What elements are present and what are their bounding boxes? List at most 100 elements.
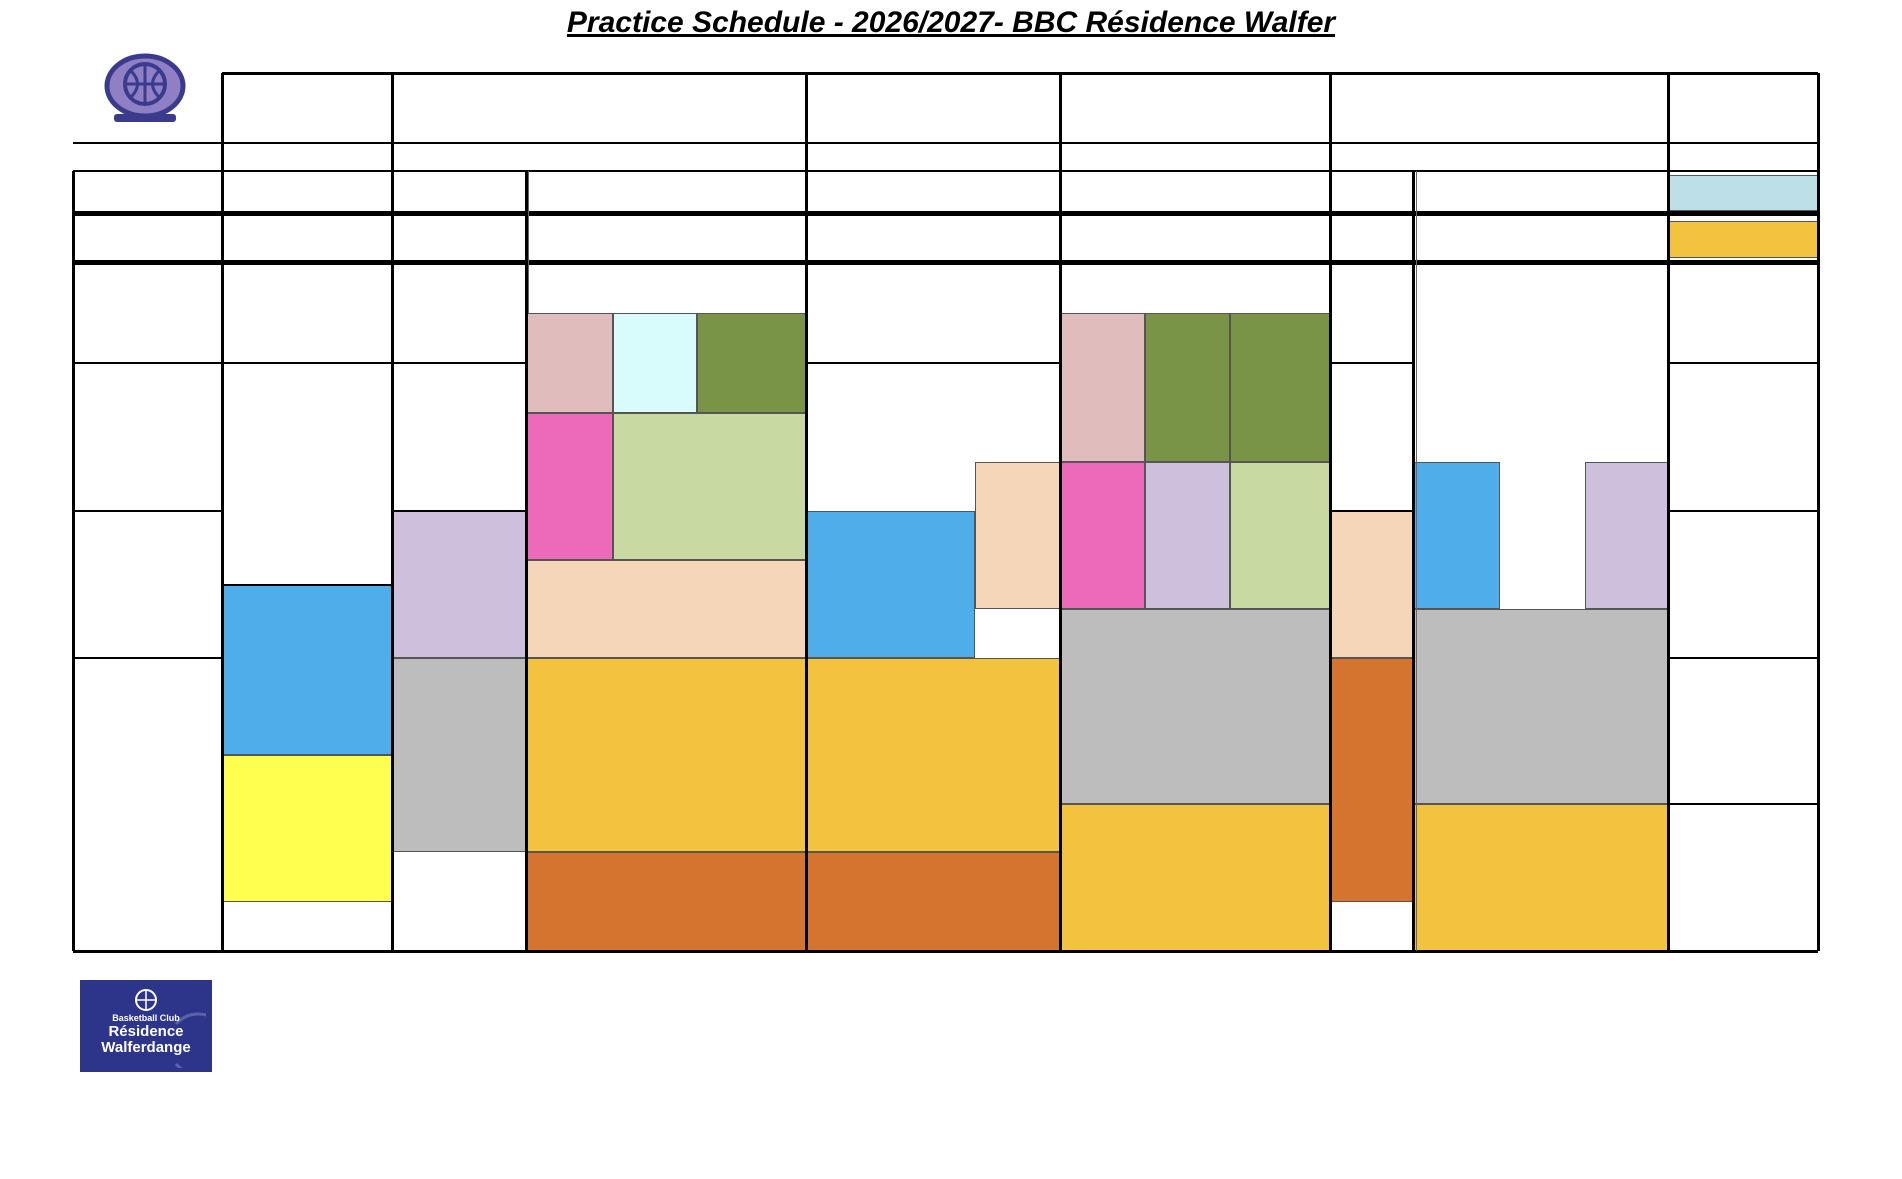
basketball-logo-icon <box>100 50 190 132</box>
session-block <box>697 313 806 413</box>
session-block <box>1413 462 1500 609</box>
day-header <box>1060 76 1330 106</box>
session-block <box>392 511 526 658</box>
grid-line <box>1330 362 1413 364</box>
legend-meaning <box>530 1076 790 1102</box>
legend-years <box>865 1136 975 1162</box>
legend-years <box>280 1076 390 1102</box>
time-slot-label <box>73 214 222 238</box>
grid-line <box>1328 73 1332 951</box>
grid-line <box>1411 171 1415 951</box>
session-block <box>1145 462 1230 609</box>
legend-meaning <box>1060 986 1320 1012</box>
legend-code <box>975 986 1065 1012</box>
grid-line <box>220 73 224 951</box>
legend-code <box>415 1046 505 1072</box>
session-block <box>1060 804 1330 951</box>
grid-line <box>1666 73 1670 951</box>
legend-code <box>975 1106 1065 1132</box>
grid-line <box>1816 73 1820 951</box>
legend-meaning <box>1060 1046 1320 1072</box>
session-block <box>1060 609 1330 804</box>
legend-code <box>415 1136 505 1162</box>
session-block <box>526 413 613 560</box>
time-slot-label <box>73 612 222 636</box>
grid-line <box>73 362 222 364</box>
grid-line <box>71 171 75 951</box>
session-block <box>1668 221 1818 258</box>
grid-line <box>1668 510 1818 512</box>
grid-line <box>73 210 1818 216</box>
legend-meaning <box>1060 1106 1320 1132</box>
legend-meaning <box>530 1136 790 1162</box>
grid-line <box>73 949 1818 953</box>
grid-line <box>1058 73 1062 951</box>
legend-code <box>415 1016 505 1042</box>
session-block <box>1413 609 1668 804</box>
grid-line <box>1330 510 1413 512</box>
legend-code <box>975 1136 1065 1162</box>
page-title: Practice Schedule - 2026/2027- BBC Résid… <box>566 6 1336 39</box>
location-label <box>222 112 392 138</box>
legend-meaning <box>1060 1076 1320 1102</box>
time-slot-label <box>73 316 222 340</box>
session-block <box>1668 175 1818 211</box>
legend-meaning <box>530 986 790 1012</box>
grid-line <box>1668 803 1818 805</box>
grid-line <box>1060 261 1330 263</box>
legend-meaning <box>530 1046 790 1072</box>
time-slot-label <box>73 755 222 779</box>
session-block <box>222 755 392 902</box>
day-header <box>806 76 1060 106</box>
grid-line <box>222 362 392 364</box>
grid-line <box>527 171 529 313</box>
legend-code <box>975 1076 1065 1102</box>
time-slot-label <box>73 366 222 390</box>
session-block <box>1413 804 1668 951</box>
session-block <box>526 560 806 658</box>
time-slot-label <box>73 563 222 587</box>
legend-years <box>1385 1106 1495 1132</box>
grid-line <box>806 362 1060 364</box>
grid-line <box>73 510 222 512</box>
time-slot-label <box>73 905 222 929</box>
session-block <box>1145 313 1230 462</box>
legend-years <box>1385 1076 1495 1102</box>
time-slot-label <box>73 807 222 831</box>
session-block <box>806 852 1060 951</box>
time-slot-label <box>73 265 222 289</box>
samedi-note <box>1668 143 1818 171</box>
logo-text: Walferdange <box>101 1039 191 1056</box>
session-block <box>526 852 806 951</box>
day-header <box>222 76 392 106</box>
time-slot-label <box>73 661 222 685</box>
location-label <box>806 112 1060 138</box>
grid-line <box>390 73 394 951</box>
club-logo-icon: Basketball Club Résidence Walferdange <box>80 980 212 1072</box>
legend-code <box>975 1046 1065 1072</box>
session-block <box>806 658 1060 852</box>
time-slot-label <box>73 857 222 881</box>
day-header <box>392 76 806 106</box>
legend-years <box>865 1106 975 1132</box>
time-slot-label <box>73 712 222 736</box>
session-block <box>1330 658 1413 902</box>
legend-years <box>865 1076 975 1102</box>
session-block <box>975 462 1060 609</box>
grid-line <box>392 362 526 364</box>
legend-code <box>415 1076 505 1102</box>
session-block <box>806 511 975 658</box>
day-header <box>1330 76 1668 106</box>
grid-line <box>222 584 392 586</box>
legend-meaning <box>1580 1076 1840 1102</box>
time-slot-label <box>73 174 222 198</box>
logo-text: Basketball Club <box>112 1013 180 1023</box>
legend-code <box>415 1106 505 1132</box>
location-label <box>1413 112 1668 138</box>
session-block <box>613 313 697 413</box>
session-block <box>1330 511 1413 658</box>
session-block <box>222 585 392 755</box>
grid-line <box>1668 657 1818 659</box>
time-slot-label <box>73 146 222 170</box>
